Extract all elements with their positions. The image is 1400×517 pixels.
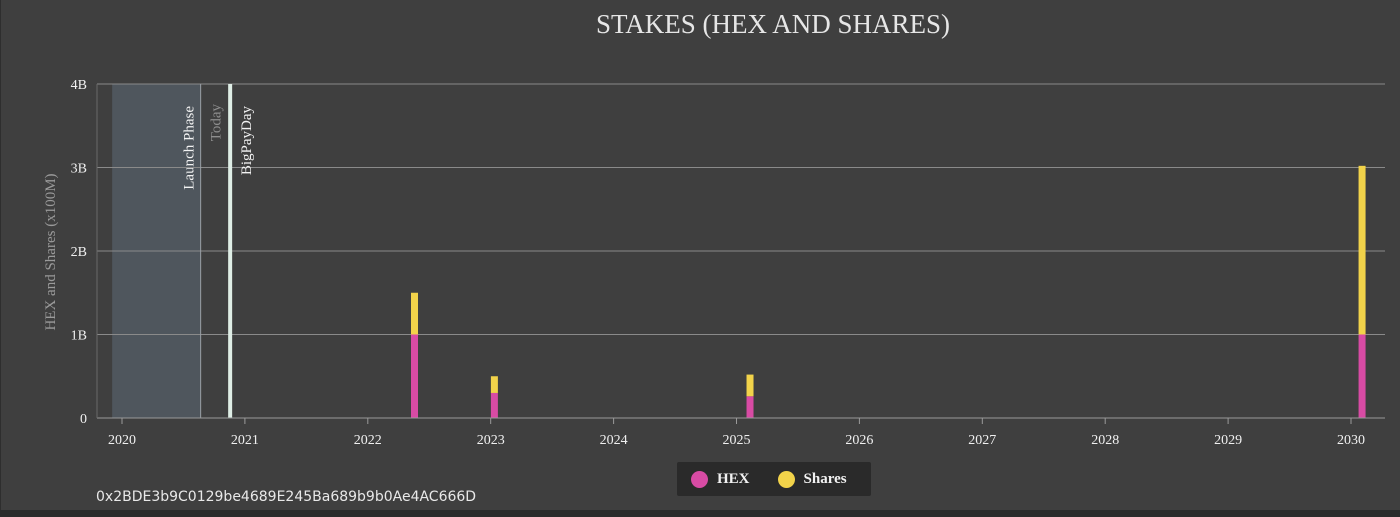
x-tick-label: 2029 bbox=[1214, 433, 1242, 448]
hex-bar bbox=[1358, 334, 1366, 418]
shares-bar bbox=[1358, 165, 1366, 335]
y-tick-label: 4B bbox=[71, 78, 87, 93]
bigpayday-marker-line bbox=[228, 84, 233, 418]
chart-legend: HEX Shares bbox=[677, 462, 871, 496]
hex-bar bbox=[490, 392, 498, 418]
legend-label-shares: Shares bbox=[803, 470, 847, 487]
x-tick-label: 2025 bbox=[723, 433, 751, 448]
bigpayday-marker-label: BigPayDay bbox=[239, 106, 255, 176]
hex-bar bbox=[746, 396, 754, 418]
shares-bar bbox=[746, 374, 754, 397]
launch-phase-label: Launch Phase bbox=[181, 106, 197, 190]
legend-dot-hex bbox=[691, 470, 708, 488]
x-tick-label: 2021 bbox=[231, 433, 259, 448]
x-tick-label: 2022 bbox=[354, 433, 382, 448]
legend-item-hex[interactable]: HEX bbox=[691, 470, 750, 488]
today-marker-label: Today bbox=[209, 104, 225, 142]
x-tick-label: 2026 bbox=[845, 433, 873, 448]
wallet-address[interactable]: 0x2BDE3b9C0129be4689E245Ba689b9b0Ae4AC66… bbox=[96, 489, 477, 505]
x-tick-label: 2023 bbox=[477, 433, 505, 448]
legend-dot-shares bbox=[777, 470, 795, 488]
legend-item-shares[interactable]: Shares bbox=[777, 470, 847, 488]
y-tick-label: 1B bbox=[71, 329, 87, 344]
shares-bar bbox=[411, 292, 419, 335]
x-tick-label: 2027 bbox=[968, 433, 996, 448]
chart-title: STAKES (HEX AND SHARES) bbox=[596, 9, 950, 39]
y-tick-label: 0 bbox=[80, 412, 87, 427]
y-axis-label: HEX and Shares (x100M) bbox=[43, 173, 59, 330]
shares-bar bbox=[490, 376, 498, 393]
x-tick-label: 2028 bbox=[1091, 433, 1119, 448]
y-tick-label: 3B bbox=[71, 162, 87, 177]
hex-bar bbox=[411, 334, 419, 418]
y-tick-label: 2B bbox=[71, 245, 87, 260]
x-tick-label: 2024 bbox=[600, 433, 628, 448]
bottom-strip bbox=[0, 510, 1400, 517]
x-tick-label: 2030 bbox=[1337, 433, 1365, 448]
legend-label-hex: HEX bbox=[717, 470, 750, 487]
x-tick-label: 2020 bbox=[108, 433, 136, 448]
